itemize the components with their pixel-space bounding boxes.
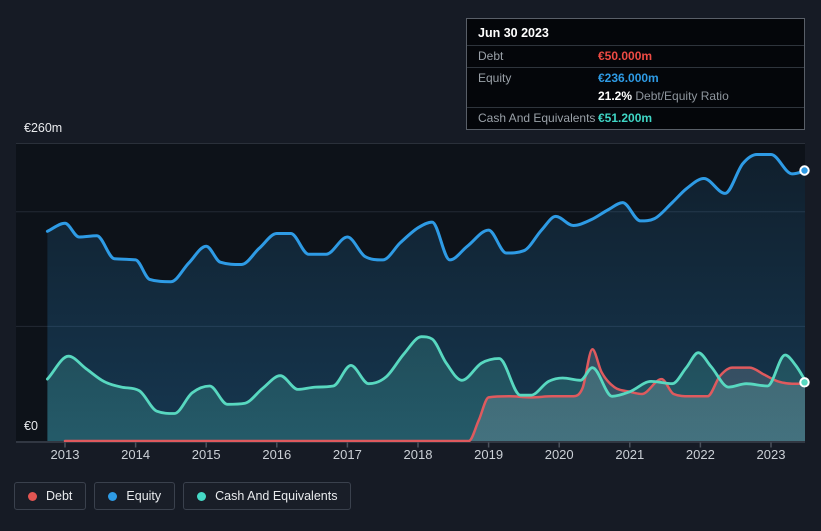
legend-cash-label: Cash And Equivalents [215,489,338,503]
x-axis-label: 2019 [474,447,504,462]
debt-series-dot-icon [28,491,37,501]
equity-line [45,153,805,284]
x-axis-label: 2013 [50,447,80,462]
cash-and-equivalents-line [46,335,805,415]
tooltip-ratio: 21.2% Debt/Equity Ratio [598,89,729,103]
debt-line [63,348,805,442]
y-axis-zero-label: €0 [24,419,38,433]
x-axis-label: 2022 [685,447,715,462]
x-axis-label: 2018 [403,447,433,462]
tooltip-row-ratio: 21.2% Debt/Equity Ratio [467,89,804,107]
cash-series-dot-icon [197,491,207,501]
legend-item-equity[interactable]: Equity [94,482,176,510]
tooltip-equity-value: €236.000m [598,71,659,85]
tooltip-date: Jun 30 2023 [478,26,549,40]
tooltip-ratio-value: 21.2% [598,89,633,103]
tooltip-row-equity: Equity €236.000m [467,67,804,89]
tooltip-cash-label: Cash And Equivalents [478,111,596,125]
legend-debt-label: Debt [46,489,73,503]
x-axis-label: 2016 [262,447,292,462]
legend-item-debt[interactable]: Debt [14,482,87,510]
x-axis-label: 2015 [191,447,221,462]
x-axis-label: 2021 [615,447,645,462]
tooltip-ratio-label: Debt/Equity Ratio [635,89,729,103]
chart-tooltip: Jun 30 2023 Debt €50.000m Equity €236.00… [466,18,805,130]
equity-area [47,154,805,441]
tooltip-cash-value: €51.200m [598,111,653,125]
tooltip-debt-label: Debt [478,49,504,63]
tooltip-equity-label: Equity [478,71,512,85]
cash-and-equivalents-end-marker [799,377,810,388]
debt-area [65,349,805,441]
chart-legend: Debt Equity Cash And Equivalents [14,482,352,510]
tooltip-debt-value: €50.000m [598,49,653,63]
legend-item-cash[interactable]: Cash And Equivalents [183,482,352,510]
x-axis-label: 2023 [756,447,786,462]
x-axis-label: 2020 [544,447,574,462]
legend-equity-label: Equity [126,489,162,503]
x-axis-label: 2017 [332,447,362,462]
tooltip-row-cash: Cash And Equivalents €51.200m [467,107,804,129]
y-axis-max-label: €260m [24,121,63,135]
equity-series-dot-icon [108,491,118,501]
equity-end-marker [799,165,810,176]
x-axis-label: 2014 [121,447,151,462]
tooltip-row-debt: Debt €50.000m [467,45,804,67]
